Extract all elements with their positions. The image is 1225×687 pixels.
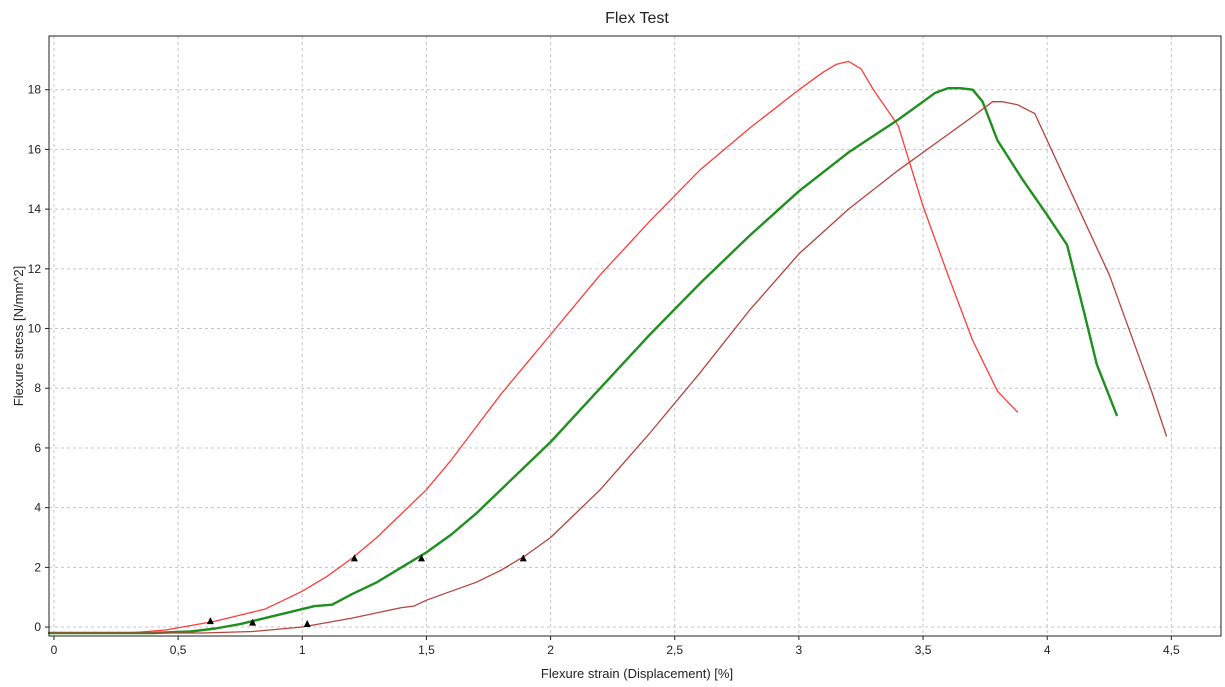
series-marker-triangle	[303, 620, 311, 628]
x-tick-label: 2	[547, 643, 554, 657]
series-line-1	[48, 60, 1019, 634]
series-marker-triangle	[350, 554, 358, 562]
series-marker-triangle	[206, 617, 214, 625]
x-axis-title: Flexure strain (Displacement) [%]	[541, 666, 733, 681]
x-tick-label: 4,5	[1163, 643, 1180, 657]
x-tick-label: 3,5	[915, 643, 932, 657]
chart-title: Flex Test	[605, 10, 669, 27]
grid-layer	[49, 36, 1221, 636]
series-marker-triangle	[519, 554, 527, 562]
x-tick-label: 0	[51, 643, 58, 657]
tick-layer: 0 0,5 1 1,5 2 2,5 3 3,5 4 4,5 0 2 4 6 8 10 12 14 16 18	[28, 83, 1180, 657]
y-tick-label: 10	[28, 322, 42, 336]
x-tick-label: 2,5	[666, 643, 683, 657]
plot-frame	[48, 35, 1222, 637]
y-tick-label: 2	[34, 560, 41, 574]
x-tick-label: 0,5	[170, 643, 187, 657]
y-tick-label: 4	[34, 501, 41, 515]
marker-layer	[206, 554, 527, 628]
y-tick-label: 8	[34, 381, 41, 395]
x-tick-label: 1	[299, 643, 306, 657]
y-tick-label: 12	[28, 262, 42, 276]
y-axis-title: Flexure stress [N/mm^2]	[11, 266, 26, 406]
series-marker-triangle	[249, 618, 257, 626]
x-tick-label: 4	[1044, 643, 1051, 657]
y-tick-label: 18	[28, 83, 42, 97]
y-tick-label: 6	[34, 441, 41, 455]
series-line-3	[48, 101, 1168, 634]
series-layer	[47, 60, 1168, 635]
series-marker-triangle	[417, 554, 425, 562]
y-tick-label: 14	[28, 202, 42, 216]
y-tick-label: 0	[34, 620, 41, 634]
y-tick-label: 16	[28, 142, 42, 156]
series-line-2	[47, 86, 1118, 635]
x-tick-label: 3	[796, 643, 803, 657]
x-tick-label: 1,5	[418, 643, 435, 657]
